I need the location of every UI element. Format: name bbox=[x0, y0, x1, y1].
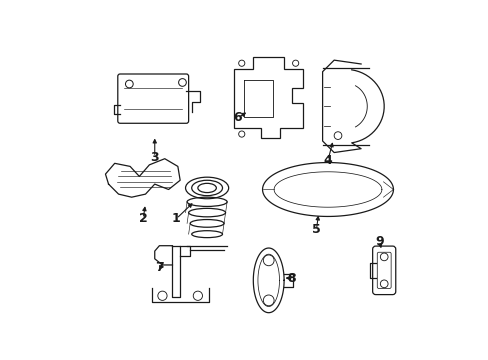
Text: 9: 9 bbox=[374, 235, 383, 248]
Text: 1: 1 bbox=[172, 212, 180, 225]
Text: 8: 8 bbox=[287, 271, 296, 284]
Text: 6: 6 bbox=[233, 111, 242, 125]
Text: 5: 5 bbox=[311, 223, 320, 236]
Text: 2: 2 bbox=[139, 212, 147, 225]
Text: 4: 4 bbox=[323, 154, 332, 167]
Text: 3: 3 bbox=[150, 150, 159, 164]
Text: 7: 7 bbox=[155, 261, 163, 274]
